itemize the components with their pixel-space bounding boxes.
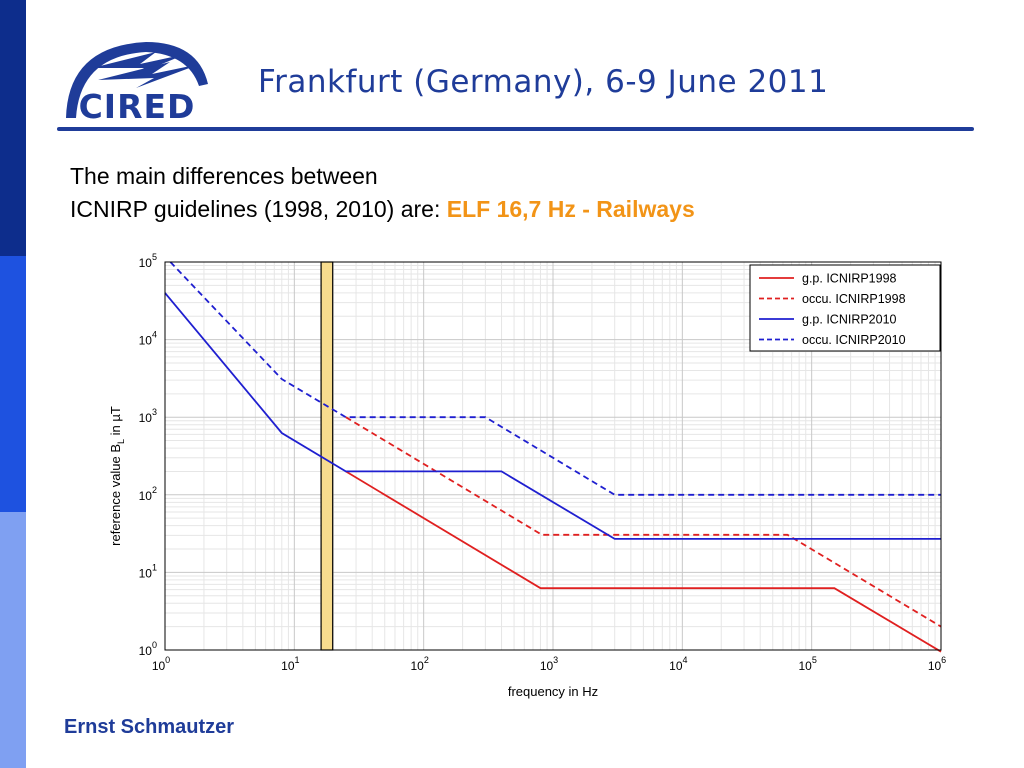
y-axis-label-unit: in µT: [108, 406, 123, 439]
y-tick-label: 100: [139, 640, 157, 658]
frequency-16-7hz-marker: [320, 261, 334, 651]
y-tick-labels: 100 101 102 103 104 105: [139, 252, 157, 658]
conference-title: Frankfurt (Germany), 6-9 June 2011: [258, 64, 829, 100]
legend-box: [749, 264, 941, 352]
intro-text: The main differences between ICNIRP guid…: [70, 160, 695, 226]
x-tick-label: 105: [798, 655, 816, 673]
cired-logo: CIRED: [58, 34, 216, 126]
y-tick-label: 105: [139, 252, 157, 270]
header-divider: [57, 127, 974, 131]
x-tick-labels: 100 101 102 103 104 105 106: [152, 655, 946, 673]
series-layer: [164, 261, 942, 653]
left-color-band: [0, 0, 26, 768]
intro-highlight: ELF 16,7 Hz - Railways: [446, 196, 695, 222]
series-line-2: [345, 416, 942, 628]
legend-label: g.p. ICNIRP1998: [802, 272, 897, 286]
legend-label: occu. ICNIRP2010: [802, 333, 906, 347]
legend-label: occu. ICNIRP1998: [802, 292, 906, 306]
intro-line-1: The main differences between: [70, 163, 378, 189]
plot-frame: [164, 261, 942, 651]
x-tick-label: 101: [281, 655, 299, 673]
legend-label: g.p. ICNIRP2010: [802, 313, 897, 327]
author-name: Ernst Schmautzer: [64, 716, 235, 738]
intro-line-2-prefix: ICNIRP guidelines (1998, 2010) are:: [70, 196, 447, 222]
x-tick-label: 103: [540, 655, 558, 673]
y-tick-label: 101: [139, 562, 157, 580]
y-tick-label: 103: [139, 407, 157, 425]
y-axis-label-subscript: L: [116, 439, 126, 444]
band-segment-light: [0, 512, 26, 768]
x-axis-label: frequency in Hz: [508, 684, 598, 699]
band-segment-mid: [0, 256, 26, 512]
y-tick-label: 102: [139, 485, 157, 503]
x-tick-label: 104: [669, 655, 687, 673]
band-segment-dark: [0, 0, 26, 256]
chart-container: 100 101 102 103 104 105 106 100 101 102 103 104 105…: [100, 245, 960, 705]
intro-line-2: ICNIRP guidelines (1998, 2010) are: ELF …: [70, 193, 695, 226]
x-tick-label: 106: [928, 655, 946, 673]
y-tick-label: 104: [139, 330, 157, 348]
series-line-3: [164, 292, 941, 540]
x-tick-label: 100: [152, 655, 170, 673]
logo-text: CIRED: [79, 87, 196, 126]
series-line-4: [169, 261, 941, 496]
y-axis-label-main: reference value B: [108, 444, 123, 546]
x-tick-label: 102: [410, 655, 428, 673]
series-line-1: [345, 470, 942, 653]
reference-value-chart: 100 101 102 103 104 105 106 100 101 102 103 104 105…: [108, 252, 946, 699]
legend: g.p. ICNIRP1998 occu. ICNIRP1998 g.p. ICNI…: [749, 264, 941, 352]
y-axis-label: reference value BL in µT: [108, 406, 126, 546]
